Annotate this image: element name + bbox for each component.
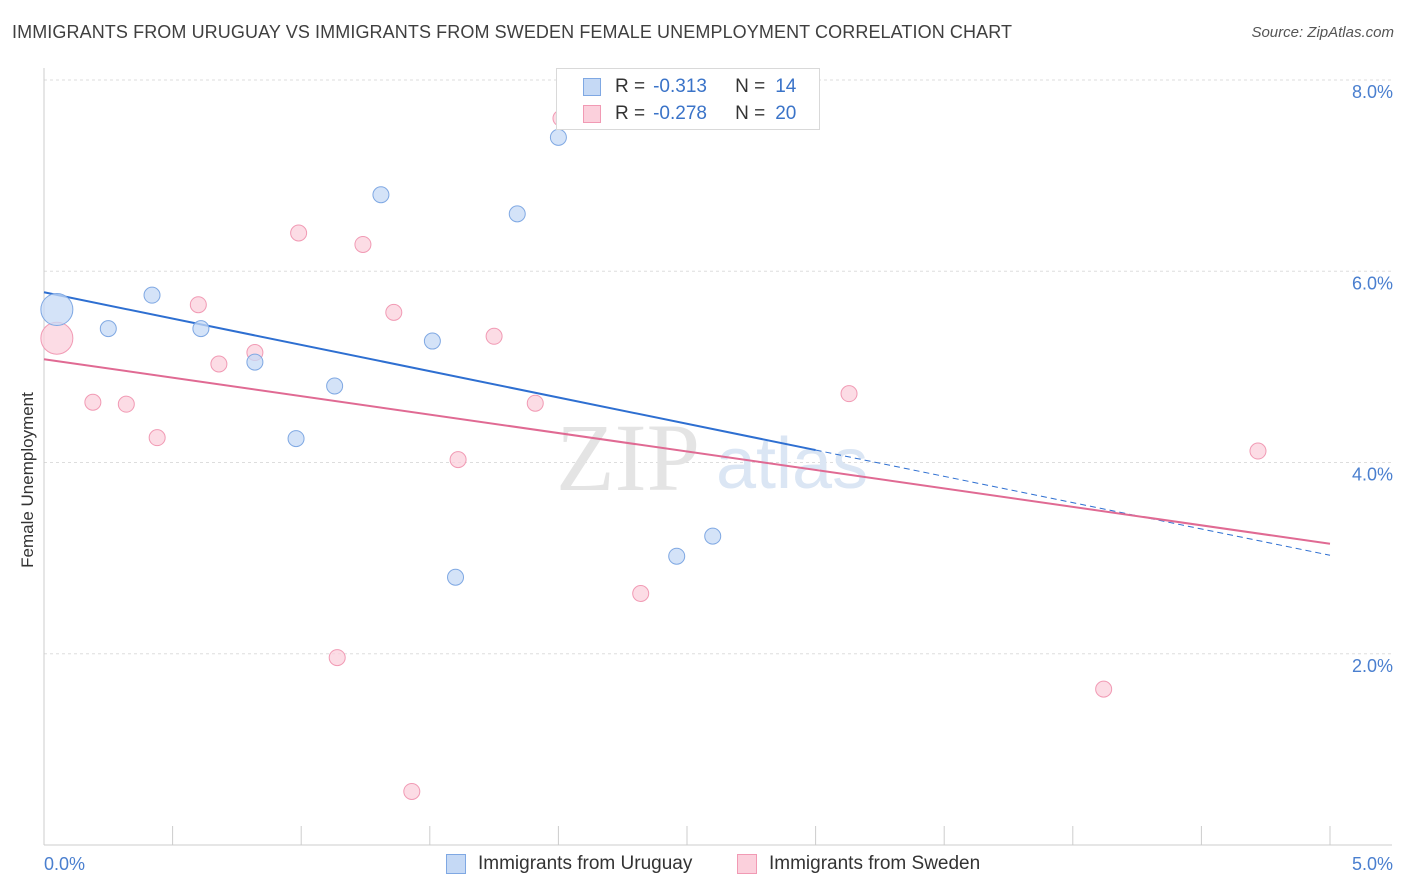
y-tick-label: 6.0% xyxy=(1352,273,1393,293)
x-tick-label: 0.0% xyxy=(44,854,85,874)
uruguay-trend-extension xyxy=(815,449,1331,556)
data-points xyxy=(40,109,1267,800)
y-tick-label: 8.0% xyxy=(1352,82,1393,102)
sweden-point xyxy=(189,296,207,314)
uruguay-point xyxy=(192,320,210,338)
uruguay-point xyxy=(372,186,390,204)
legend-r-value: -0.313 xyxy=(653,76,707,97)
series-legend-sweden: Immigrants from Sweden xyxy=(737,852,980,876)
sweden-point xyxy=(328,649,346,667)
sweden-point xyxy=(840,385,858,403)
chart-title: IMMIGRANTS FROM URUGUAY VS IMMIGRANTS FR… xyxy=(12,22,1013,42)
sweden-point xyxy=(403,782,421,800)
correlation-legend: R = -0.313 N = 14 R = -0.278 N = 20 xyxy=(556,68,820,130)
uruguay-point xyxy=(668,547,686,565)
x-tick-label: 5.0% xyxy=(1352,854,1393,874)
sweden-point xyxy=(40,321,74,355)
gridlines xyxy=(44,79,1392,655)
series-label-uruguay: Immigrants from Uruguay xyxy=(478,853,693,874)
legend-row-sweden: R = -0.278 N = 20 xyxy=(583,102,796,126)
watermark-atlas: atlas xyxy=(716,424,868,504)
legend-n-label: N = xyxy=(735,103,766,124)
sweden-point xyxy=(354,235,372,253)
uruguay-point xyxy=(246,353,264,371)
y-axis-label: Female Unemployment xyxy=(18,392,37,568)
axes xyxy=(43,68,1392,846)
sweden-point xyxy=(148,429,166,447)
uruguay-point xyxy=(326,377,344,395)
legend-r-label: R = xyxy=(615,76,646,97)
series-label-sweden: Immigrants from Sweden xyxy=(769,853,981,874)
legend-n-value: 14 xyxy=(775,76,797,97)
sweden-point xyxy=(449,451,467,469)
uruguay-trend-line xyxy=(43,291,816,452)
watermark-zip: ZIP xyxy=(556,404,700,511)
sweden-point xyxy=(485,327,503,345)
tick-labels: 2.0% 4.0% 6.0% 8.0% 0.0% 5.0% xyxy=(44,82,1393,874)
uruguay-point xyxy=(549,128,567,146)
y-tick-label: 4.0% xyxy=(1352,465,1393,485)
trend-lines xyxy=(43,291,1331,556)
uruguay-point xyxy=(704,527,722,545)
uruguay-point xyxy=(508,205,526,223)
sweden-point xyxy=(526,394,544,412)
uruguay-point xyxy=(287,430,305,448)
y-axis-label-wrap: Female Unemployment xyxy=(14,300,42,660)
source-credit: Source: ZipAtlas.com xyxy=(1251,24,1394,41)
series-legend-uruguay: Immigrants from Uruguay xyxy=(446,852,692,876)
sweden-point xyxy=(1249,442,1267,460)
sweden-point xyxy=(290,224,308,242)
uruguay-point xyxy=(143,286,161,304)
legend-swatch-uruguay xyxy=(583,78,601,96)
uruguay-point xyxy=(40,293,74,326)
uruguay-point xyxy=(99,320,117,338)
legend-n-value: 20 xyxy=(775,103,797,124)
legend-swatch-sweden xyxy=(583,105,601,123)
legend-row-uruguay: R = -0.313 N = 14 xyxy=(583,75,796,99)
sweden-trend-line xyxy=(43,358,1331,545)
sweden-point xyxy=(632,585,650,603)
legend-r-value: -0.278 xyxy=(653,103,707,124)
sweden-point xyxy=(385,303,403,321)
y-tick-label: 2.0% xyxy=(1352,656,1393,676)
sweden-point xyxy=(210,355,228,373)
series-swatch-sweden xyxy=(737,854,757,874)
uruguay-point xyxy=(423,332,441,350)
sweden-point xyxy=(1095,680,1113,698)
uruguay-point xyxy=(447,568,465,586)
series-swatch-uruguay xyxy=(446,854,466,874)
sweden-point xyxy=(117,395,135,413)
watermark: ZIP atlas xyxy=(556,404,868,511)
legend-r-label: R = xyxy=(615,103,646,124)
legend-n-label: N = xyxy=(735,76,766,97)
sweden-point xyxy=(84,393,102,411)
